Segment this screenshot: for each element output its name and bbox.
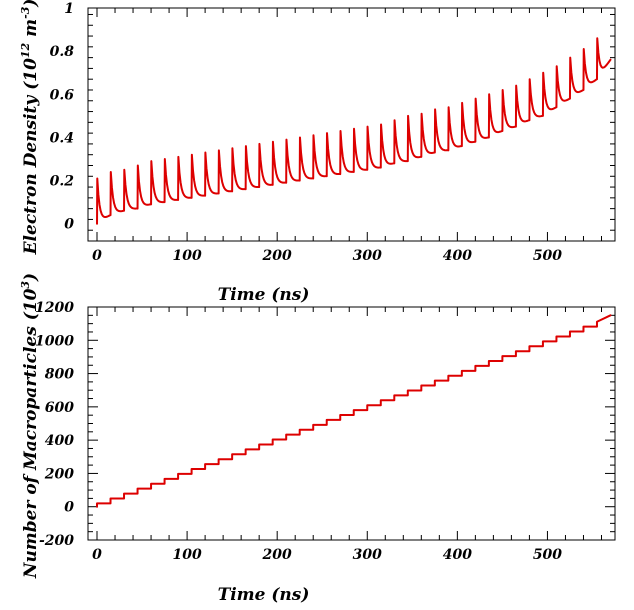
x-tick-label: 300: [353, 547, 382, 563]
x-tick-label: 500: [533, 248, 562, 264]
macroparticles-y-ticks: -200 0 200 400 600 800 1000 1200: [35, 300, 615, 549]
y-tick-label: 1: [64, 1, 74, 17]
y-tick-label: 0.8: [50, 44, 75, 60]
x-tick-label: 100: [172, 547, 201, 563]
density-y-title-exp1: 12: [19, 42, 32, 58]
x-tick-label: 400: [443, 547, 472, 563]
y-tick-label: 800: [45, 367, 74, 383]
density-panel: 0 100 200 300 400 500 0 0.2 0.4 0.6 0.8 1 Time (ns…: [19, 0, 616, 305]
macroparticles-y-title-exp: 3: [19, 281, 32, 289]
macroparticles-y-title-main: Number of Macroparticles (10: [21, 288, 41, 579]
y-tick-label: 0: [64, 217, 74, 233]
y-tick-label: 1200: [35, 300, 74, 316]
x-tick-label: 200: [262, 547, 292, 563]
y-tick-label: 0: [64, 500, 74, 516]
y-tick-label: 200: [44, 466, 74, 482]
density-plot-frame: [87, 7, 616, 242]
x-tick-label: 0: [92, 547, 102, 563]
y-tick-label: 0.6: [50, 87, 75, 103]
x-tick-label: 500: [533, 547, 562, 563]
x-tick-label: 100: [172, 248, 201, 264]
density-y-title-end: ): [21, 0, 41, 8]
x-tick-label: 0: [92, 248, 102, 264]
macroparticles-panel: 0 100 200 300 400 500 -200 0 200 400 600 800 1000 12…: [19, 273, 616, 605]
y-tick-label: -200: [39, 533, 74, 549]
density-series-line: [96, 37, 612, 225]
x-tick-label: 300: [353, 248, 382, 264]
macroparticles-series-line: [96, 314, 612, 508]
y-tick-label: 400: [45, 433, 74, 449]
y-tick-label: 0.4: [50, 130, 74, 146]
y-tick-label: 600: [45, 400, 74, 416]
x-tick-label: 200: [262, 248, 292, 264]
macroparticles-y-title-end: ): [21, 273, 41, 282]
macroparticles-x-ticks: 0 100 200 300 400 500: [92, 307, 602, 563]
y-tick-label: 1000: [35, 333, 74, 349]
density-x-ticks: 0 100 200 300 400 500: [92, 8, 602, 264]
density-y-title-mid: m: [21, 19, 41, 43]
density-y-title-exp2: -3: [19, 6, 32, 19]
density-y-title-main: Electron Density (10: [21, 58, 41, 255]
x-tick-label: 400: [443, 248, 472, 264]
macroparticles-x-axis-title: Time (ns): [218, 585, 310, 605]
macroparticles-plot-frame: [87, 306, 616, 541]
density-x-axis-title: Time (ns): [218, 285, 310, 305]
macroparticles-y-axis-title: Number of Macroparticles (103): [19, 273, 41, 579]
y-tick-label: 0.2: [50, 174, 75, 190]
density-y-axis-title: Electron Density (1012 m-3): [19, 0, 41, 255]
density-y-ticks: 0 0.2 0.4 0.6 0.8 1: [50, 1, 615, 242]
